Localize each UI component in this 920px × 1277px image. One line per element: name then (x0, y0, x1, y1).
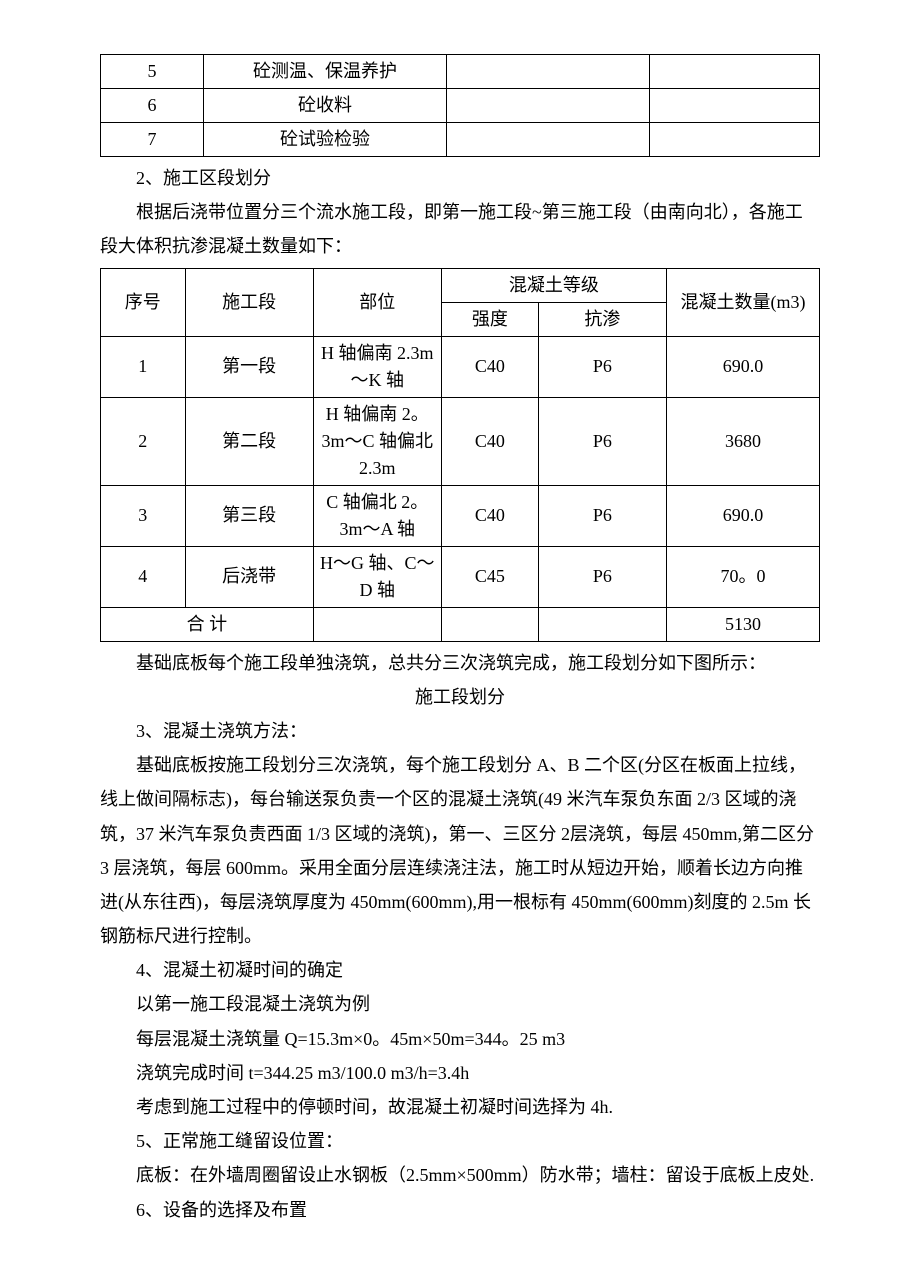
table-row: 4后浇带H～G 轴、C～D 轴C45P670。0 (101, 546, 820, 607)
section-4-title: 4、混凝土初凝时间的确定 (100, 953, 820, 987)
table-row-total: 合 计5130 (101, 607, 820, 641)
section-4-line: 以第一施工段混凝土浇筑为例 (100, 987, 820, 1021)
table-row: 2第二段H 轴偏南 2。3m～C 轴偏北 2.3mC40P63680 (101, 397, 820, 485)
section-5-title: 5、正常施工缝留设位置： (100, 1124, 820, 1158)
table-row: 5砼测温、保温养护 (101, 55, 820, 89)
after-table-text: 基础底板每个施工段单独浇筑，总共分三次浇筑完成，施工段划分如下图所示： (100, 646, 820, 680)
section-5-body: 底板：在外墙周圈留设止水钢板（2.5mm×500mm）防水带；墙柱：留设于底板上… (100, 1158, 820, 1192)
section-3-body: 基础底板按施工段划分三次浇筑，每个施工段划分 A、B 二个区(分区在板面上拉线，… (100, 748, 820, 953)
section-4-line: 考虑到施工过程中的停顿时间，故混凝土初凝时间选择为 4h. (100, 1090, 820, 1124)
section-2-title: 2、施工区段划分 (100, 161, 820, 195)
figure-caption: 施工段划分 (100, 680, 820, 714)
section-6-title: 6、设备的选择及布置 (100, 1193, 820, 1227)
table-row: 1第一段H 轴偏南 2.3m～K 轴C40P6690.0 (101, 336, 820, 397)
section-3-title: 3、混凝土浇筑方法： (100, 714, 820, 748)
table-segments: 序号 施工段 部位 混凝土等级 混凝土数量(m3) 强度抗渗 1第一段H 轴偏南… (100, 268, 820, 642)
table-process: 5砼测温、保温养护 6砼收料 7砼试验检验 (100, 54, 820, 157)
table-row: 6砼收料 (101, 89, 820, 123)
section-4-line: 每层混凝土浇筑量 Q=15.3m×0。45m×50m=344。25 m3 (100, 1022, 820, 1056)
section-4-line: 浇筑完成时间 t=344.25 m3/100.0 m3/h=3.4h (100, 1056, 820, 1090)
section-2-intro: 根据后浇带位置分三个流水施工段，即第一施工段~第三施工段（由南向北），各施工段大… (100, 195, 820, 263)
table-row: 7砼试验检验 (101, 123, 820, 157)
table-row: 3第三段C 轴偏北 2。3m～A 轴C40P6690.0 (101, 485, 820, 546)
